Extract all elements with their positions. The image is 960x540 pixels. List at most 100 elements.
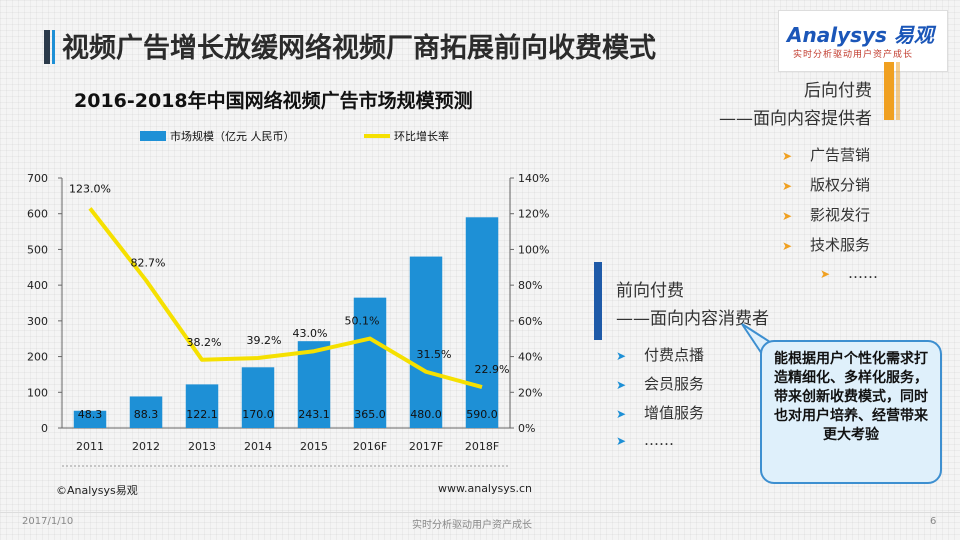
source-url: www.analysys.cn: [438, 482, 532, 495]
bar: [409, 256, 443, 428]
list-item: ➤ 付费点播: [616, 344, 704, 373]
back-revenue-subtitle: ——面向内容提供者: [719, 109, 872, 129]
right-axis-tick-label: 80%: [518, 279, 542, 292]
right-axis-tick-label: 60%: [518, 315, 542, 328]
bar-value-label: 48.3: [78, 408, 103, 421]
bar-value-label: 243.1: [298, 408, 330, 421]
line-value-label: 82.7%: [131, 256, 166, 269]
list-item: ➤ 技术服务: [782, 234, 878, 264]
footer-date: 2017/1/10: [22, 516, 74, 527]
line-value-label: 50.1%: [345, 315, 380, 328]
x-axis-tick-label: 2016F: [353, 440, 387, 453]
list-item: ➤ 影视发行: [782, 204, 878, 234]
x-axis-tick-label: 2014: [244, 440, 272, 453]
right-axis-tick-label: 0%: [518, 422, 535, 435]
legend-label-line: 环比增长率: [394, 129, 449, 143]
left-axis-tick-label: 300: [27, 315, 48, 328]
bar-value-label: 365.0: [354, 408, 386, 421]
bar: [73, 410, 107, 428]
arrow-bullet-icon: ➤: [782, 209, 793, 223]
back-revenue-accent-bar-light: [896, 62, 900, 120]
arrow-bullet-icon: ➤: [616, 434, 627, 448]
front-revenue-list: ➤ 付费点播 ➤ 会员服务 ➤ 增值服务 ➤ ……: [616, 344, 704, 460]
left-axis-tick-label: 600: [27, 208, 48, 221]
line-value-label: 39.2%: [247, 334, 282, 347]
list-item-label: 广告营销: [810, 146, 871, 164]
line-value-label: 31.5%: [417, 348, 452, 361]
arrow-bullet-icon: ➤: [616, 407, 627, 421]
list-item-label: 版权分销: [810, 176, 871, 194]
back-revenue-list: ➤ 广告营销 ➤ 版权分销 ➤ 影视发行 ➤ 技术服务 ➤ ……: [782, 144, 878, 294]
x-axis-tick-label: 2013: [188, 440, 216, 453]
right-axis-tick-label: 40%: [518, 351, 542, 364]
front-revenue-accent-bar: [594, 262, 602, 340]
callout-text: 能根据用户个性化需求打造精细化、多样化服务，带来创新收费模式，同时也对用户培养、…: [774, 351, 928, 443]
list-item-label: 增值服务: [644, 404, 705, 422]
line-value-label: 38.2%: [187, 336, 222, 349]
combo-chart: 0 100 200 300 400 500 600 700 0% 20% 40% 60% 80% 100%…: [27, 129, 549, 467]
logo-name-cn: 易观: [893, 23, 934, 47]
bar-value-label: 590.0: [466, 408, 498, 421]
right-axis-tick-label: 120%: [518, 208, 549, 221]
x-axis-tick-label: 2015: [300, 440, 328, 453]
bar: [297, 341, 331, 428]
line-value-label: 123.0%: [69, 182, 111, 195]
list-item: ➤ 会员服务: [616, 373, 704, 402]
chart-title: 2016-2018年中国网络视频广告市场规模预测: [74, 90, 473, 112]
line-value-label: 43.0%: [293, 327, 328, 340]
right-axis-tick-label: 100%: [518, 243, 549, 256]
left-axis-tick-label: 0: [41, 422, 48, 435]
left-axis-tick-label: 100: [27, 386, 48, 399]
list-item-label: ……: [644, 431, 674, 449]
growth-rate-line: [88, 207, 483, 390]
analysys-logo: Analysys 易观 实时分析驱动用户资产成长: [778, 10, 948, 72]
list-item-label: 影视发行: [810, 206, 871, 224]
title-accent-bar: [44, 30, 50, 64]
x-axis-tick-label: 2018F: [465, 440, 499, 453]
back-revenue-accent-bar: [884, 62, 894, 120]
arrow-bullet-icon: ➤: [616, 378, 627, 392]
left-axis-tick-label: 200: [27, 351, 48, 364]
bar: [185, 384, 219, 428]
title-accent-bar-blue: [52, 30, 55, 64]
list-item-label: 会员服务: [644, 375, 705, 393]
line-value-label: 22.9%: [475, 363, 510, 376]
footer-slogan: 实时分析驱动用户资产成长: [412, 520, 532, 531]
page-number: 6: [930, 516, 937, 527]
list-item-label: 付费点播: [644, 346, 705, 364]
arrow-bullet-icon: ➤: [782, 239, 793, 253]
list-item: ➤ 广告营销: [782, 144, 878, 174]
x-axis-tick-label: 2011: [76, 440, 104, 453]
front-revenue-subtitle: ——面向内容消费者: [616, 309, 769, 329]
legend-label-bar: 市场规模（亿元 人民币）: [170, 129, 295, 143]
right-axis-tick-label: 20%: [518, 386, 542, 399]
bar: [465, 217, 499, 428]
x-axis-tick-label: 2012: [132, 440, 160, 453]
left-axis-tick-label: 700: [27, 172, 48, 185]
bar: [129, 396, 163, 428]
callout-box: 能根据用户个性化需求打造精细化、多样化服务，带来创新收费模式，同时也对用户培养、…: [760, 340, 942, 484]
bar: [241, 367, 275, 428]
logo-wordmark: Analysys 易观: [787, 19, 934, 48]
list-item: ➤ 版权分销: [782, 174, 878, 204]
left-axis-tick-label: 400: [27, 279, 48, 292]
slide-title: 视频广告增长放缓网络视频厂商拓展前向收费模式: [62, 33, 656, 64]
legend-swatch-bar: [140, 131, 166, 141]
bar-value-label: 170.0: [242, 408, 274, 421]
right-axis-tick-label: 140%: [518, 172, 549, 185]
footer-divider: [0, 512, 960, 513]
list-item-label: 技术服务: [810, 236, 871, 254]
back-revenue-title: 后向付费: [804, 81, 872, 101]
logo-slogan: 实时分析驱动用户资产成长: [793, 50, 914, 60]
arrow-bullet-icon: ➤: [782, 179, 793, 193]
x-axis-tick-label: 2017F: [409, 440, 443, 453]
bar-value-label: 122.1: [186, 408, 218, 421]
left-axis-tick-label: 500: [27, 243, 48, 256]
arrow-bullet-icon: ➤: [616, 349, 627, 363]
arrow-bullet-icon: ➤: [820, 267, 831, 281]
list-item: ➤ 增值服务: [616, 402, 704, 431]
bar-value-label: 88.3: [134, 408, 159, 421]
arrow-bullet-icon: ➤: [782, 149, 793, 163]
list-item: ➤ ……: [782, 264, 878, 294]
list-item-label: ……: [848, 264, 878, 282]
